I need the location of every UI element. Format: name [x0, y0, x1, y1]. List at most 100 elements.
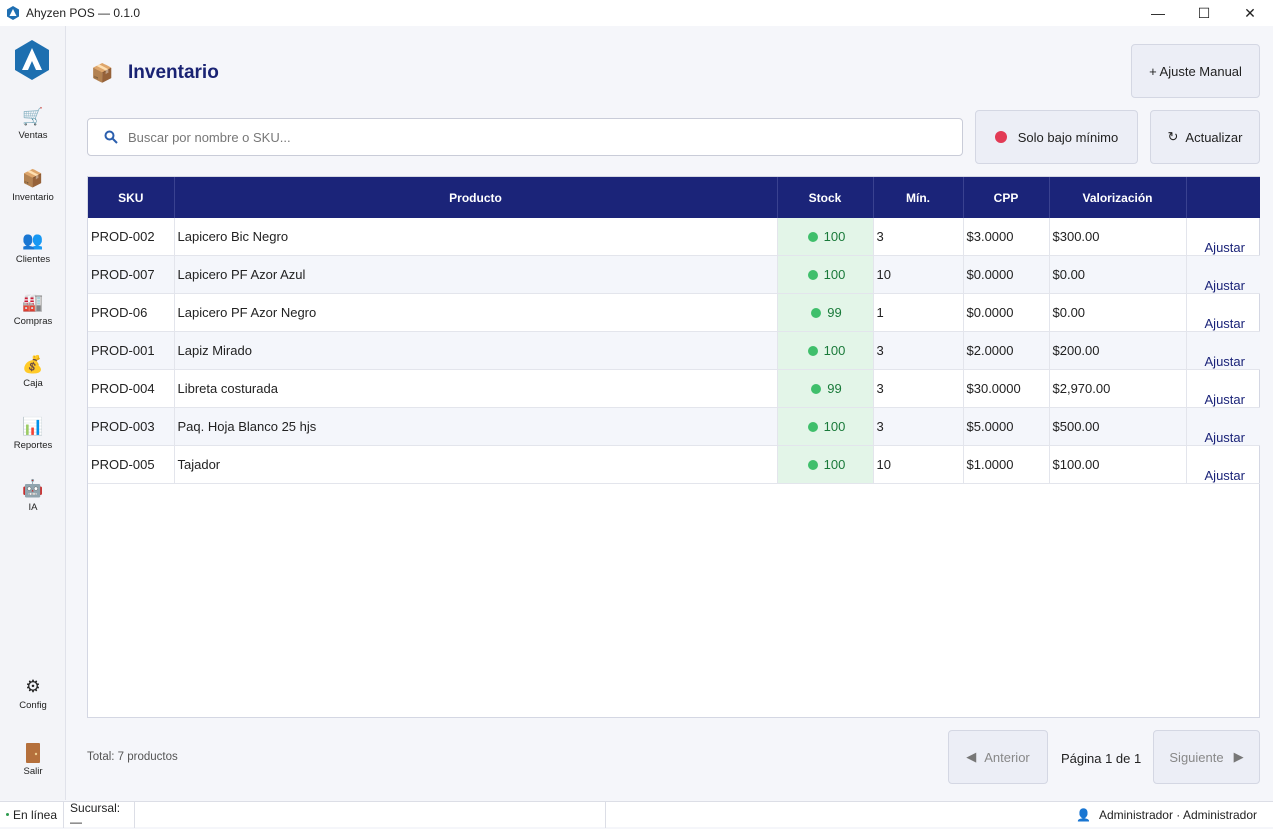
- gear-icon: ⚙: [25, 677, 41, 696]
- cell-cpp: $30.0000: [963, 369, 1050, 408]
- maximize-button[interactable]: ☐: [1197, 4, 1211, 21]
- money-bag-icon: 💰: [22, 355, 44, 374]
- total-count: Total: 7 productos: [87, 751, 178, 763]
- status-spacer: [135, 801, 607, 828]
- stock-ok-icon: [807, 346, 818, 356]
- sidebar-item-label: Config: [19, 700, 47, 711]
- column-header-min[interactable]: Mín.: [873, 177, 964, 218]
- sidebar-item-label: Ventas: [18, 130, 48, 141]
- sidebar: 🛒 Ventas 📦 Inventario 👥 Clientes 🏭 Compr…: [0, 26, 66, 800]
- triangle-left-icon: ◀: [966, 749, 977, 764]
- cell-value: $500.00: [1049, 407, 1187, 446]
- red-dot-icon: [994, 131, 1007, 143]
- sidebar-item-caja[interactable]: 💰 Caja: [0, 354, 66, 404]
- cell-cpp: $0.0000: [963, 293, 1050, 332]
- cell-sku: PROD-003: [88, 407, 175, 446]
- sidebar-item-salir[interactable]: Salir: [0, 742, 66, 792]
- adjust-link[interactable]: Ajustar: [1186, 218, 1260, 256]
- factory-icon: 🏭: [22, 293, 44, 312]
- cell-min: 3: [873, 407, 964, 446]
- minimize-button[interactable]: —: [1151, 5, 1165, 21]
- column-header-sku[interactable]: SKU: [88, 177, 175, 218]
- cell-sku: PROD-005: [88, 445, 175, 484]
- close-button[interactable]: ✕: [1244, 4, 1256, 21]
- inventory-table: SKU Producto Stock Mín. CPP Valorización…: [87, 176, 1260, 718]
- sidebar-item-clientes[interactable]: 👥 Clientes: [0, 230, 66, 280]
- sidebar-item-label: Clientes: [15, 254, 51, 265]
- app-logo-icon: [7, 6, 19, 20]
- cell-product: Paq. Hoja Blanco 25 hjs: [174, 407, 778, 446]
- search-input[interactable]: [128, 129, 928, 145]
- column-header-value[interactable]: Valorización: [1049, 177, 1187, 218]
- stock-ok-icon: [811, 384, 822, 394]
- adjust-link[interactable]: Ajustar: [1186, 445, 1260, 484]
- stock-ok-icon: [807, 270, 818, 280]
- cell-value: $2,970.00: [1049, 369, 1187, 408]
- page-indicator: Página 1 de 1: [1061, 751, 1142, 766]
- sidebar-item-label: IA: [28, 502, 38, 513]
- sidebar-item-reportes[interactable]: 📊 Reportes: [0, 416, 66, 466]
- sidebar-item-inventario[interactable]: 📦 Inventario: [0, 168, 66, 218]
- sidebar-item-compras[interactable]: 🏭 Compras: [0, 292, 66, 342]
- cell-cpp: $5.0000: [963, 407, 1050, 446]
- table-row: PROD-06 Lapicero PF Azor Negro 99 1 $0.0…: [88, 293, 1260, 332]
- refresh-button[interactable]: ↻ Actualizar: [1150, 110, 1260, 164]
- stock-ok-icon: [807, 232, 818, 242]
- adjust-link[interactable]: Ajustar: [1186, 255, 1260, 294]
- sidebar-item-label: Inventario: [12, 192, 54, 203]
- cell-value: $300.00: [1049, 218, 1187, 256]
- adjust-link[interactable]: Ajustar: [1186, 331, 1260, 370]
- adjust-link[interactable]: Ajustar: [1186, 407, 1260, 446]
- cell-cpp: $3.0000: [963, 218, 1050, 256]
- user-icon: 👤: [1075, 808, 1091, 822]
- low-stock-filter-button[interactable]: Solo bajo mínimo: [975, 110, 1138, 164]
- cell-value: $0.00: [1049, 293, 1187, 332]
- manual-adjust-button[interactable]: + Ajuste Manual: [1131, 44, 1260, 98]
- column-header-stock[interactable]: Stock: [777, 177, 874, 218]
- next-page-label: Siguiente: [1169, 749, 1224, 765]
- refresh-icon: ↻: [1167, 129, 1179, 144]
- window-title: Ahyzen POS — 0.1.0: [26, 6, 141, 20]
- user-label: Administrador · Administrador: [1098, 808, 1257, 822]
- cell-sku: PROD-001: [88, 331, 175, 370]
- cell-min: 10: [873, 445, 964, 484]
- status-branch: Sucursal: —: [64, 801, 136, 829]
- sidebar-item-label: Compras: [13, 316, 53, 327]
- cell-min: 3: [873, 369, 964, 408]
- robot-icon: 🤖: [22, 479, 44, 498]
- stock-value: 99: [827, 305, 842, 320]
- door-icon: [22, 742, 44, 764]
- next-page-button[interactable]: Siguiente ▶: [1153, 730, 1260, 784]
- table-row: PROD-002 Lapicero Bic Negro 100 3 $3.000…: [88, 218, 1260, 256]
- stock-ok-icon: [807, 460, 818, 470]
- cell-stock: 100: [777, 218, 874, 256]
- main-content: 📦 Inventario + Ajuste Manual Solo bajo m…: [67, 26, 1273, 800]
- stock-value: 100: [823, 343, 846, 358]
- table-row: PROD-001 Lapiz Mirado 100 3 $2.0000 $200…: [88, 331, 1260, 370]
- cell-stock: 99: [777, 293, 874, 332]
- cell-sku: PROD-004: [88, 369, 175, 408]
- stock-ok-icon: [811, 308, 822, 318]
- cell-value: $0.00: [1049, 255, 1187, 294]
- package-icon: 📦: [22, 169, 44, 188]
- column-header-actions: [1186, 177, 1260, 218]
- cell-stock: 100: [777, 445, 874, 484]
- column-header-cpp[interactable]: CPP: [963, 177, 1050, 218]
- sidebar-item-ventas[interactable]: 🛒 Ventas: [0, 106, 66, 156]
- adjust-link[interactable]: Ajustar: [1186, 293, 1260, 332]
- table-row: PROD-007 Lapicero PF Azor Azul 100 10 $0…: [88, 255, 1260, 294]
- sidebar-item-label: Caja: [23, 378, 43, 389]
- users-icon: 👥: [22, 231, 44, 250]
- sidebar-item-ia[interactable]: 🤖 IA: [0, 478, 66, 528]
- adjust-link[interactable]: Ajustar: [1186, 369, 1260, 408]
- prev-page-button[interactable]: ◀ Anterior: [948, 730, 1048, 784]
- low-stock-filter-label: Solo bajo mínimo: [1017, 129, 1119, 145]
- column-header-product[interactable]: Producto: [174, 177, 778, 218]
- sidebar-item-config[interactable]: ⚙ Config: [0, 676, 66, 726]
- stock-ok-icon: [807, 422, 818, 432]
- cell-cpp: $1.0000: [963, 445, 1050, 484]
- cell-product: Lapicero PF Azor Azul: [174, 255, 778, 294]
- table-row: PROD-004 Libreta costurada 99 3 $30.0000…: [88, 369, 1260, 408]
- table-row: PROD-003 Paq. Hoja Blanco 25 hjs 100 3 $…: [88, 407, 1260, 446]
- cell-product: Lapiz Mirado: [174, 331, 778, 370]
